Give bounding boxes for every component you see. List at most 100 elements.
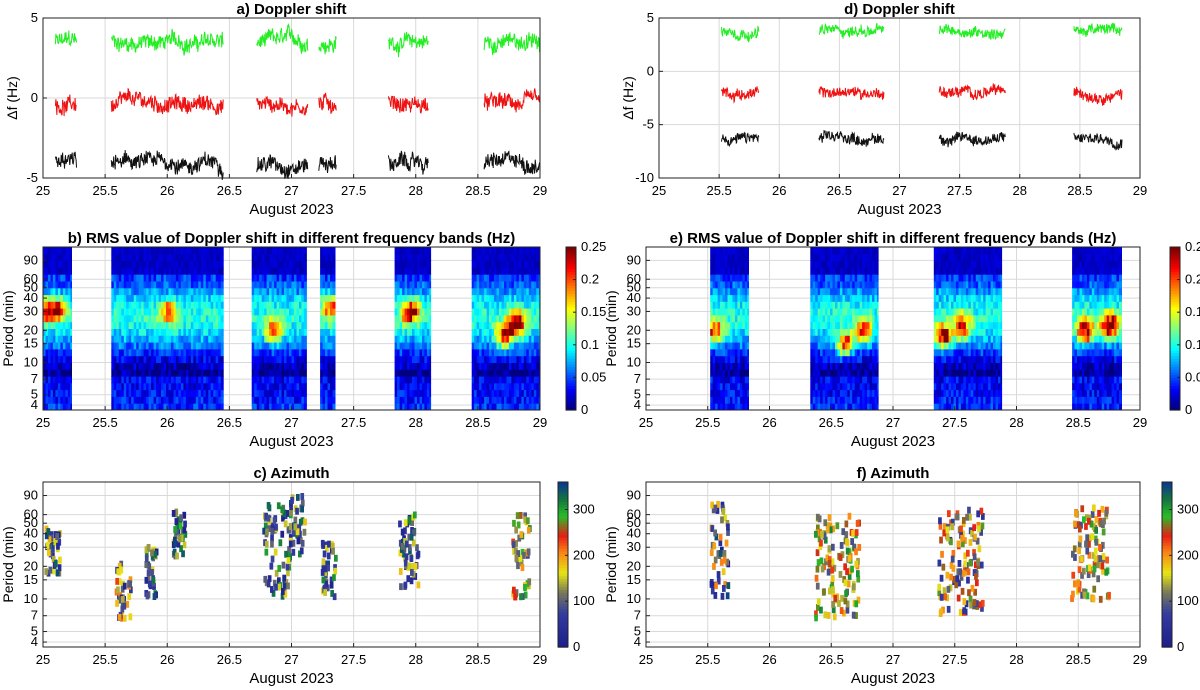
heatmap-cell: [52, 267, 56, 275]
heatmap-cell: [128, 267, 132, 275]
heatmap-cell: [849, 294, 853, 302]
heatmap-cell: [183, 253, 187, 262]
heatmap-cell: [43, 396, 46, 404]
heatmap-cell: [426, 308, 430, 316]
heatmap-cell: [131, 301, 135, 309]
heatmap-cell: [281, 281, 285, 289]
heatmap-cell: [143, 260, 147, 268]
heatmap-cell: [397, 301, 401, 309]
heatmap-cell: [528, 369, 532, 377]
heatmap-cell: [536, 301, 540, 309]
heatmap-cell: [185, 287, 189, 296]
heatmap-cell: [481, 348, 485, 357]
heatmap-cell: [424, 369, 428, 377]
heatmap-cell: [938, 294, 942, 302]
heatmap-cell: [409, 382, 413, 391]
heatmap-cell: [720, 253, 724, 262]
heatmap-cell: [251, 274, 255, 282]
heatmap-cell: [205, 247, 209, 255]
heatmap-cell: [294, 308, 297, 316]
heatmap-cell: [941, 396, 945, 404]
heatmap-cell: [426, 396, 430, 404]
heatmap-cell: [210, 314, 214, 323]
heatmap-cell: [479, 382, 483, 391]
heatmap-cell: [859, 294, 863, 302]
series-green-line: [818, 22, 885, 39]
heatmap-cell: [963, 396, 967, 404]
heatmap-cell: [289, 274, 292, 282]
heatmap-cell: [407, 281, 411, 289]
heatmap-cell: [513, 396, 517, 404]
heatmap-cell: [195, 301, 199, 309]
heatmap-cell: [62, 355, 66, 363]
heatmap-cell: [956, 403, 959, 411]
heatmap-cell: [867, 382, 871, 391]
heatmap-cell: [876, 376, 879, 384]
heatmap-cell: [320, 294, 324, 302]
heatmap-cell: [862, 253, 866, 262]
heatmap-cell: [494, 301, 497, 309]
heatmap-cell: [60, 328, 64, 336]
heatmap-cell: [936, 267, 940, 275]
heatmap-cell: [815, 321, 819, 329]
heatmap-cell: [531, 396, 535, 404]
heatmap-cell: [496, 308, 500, 316]
heatmap-cell: [178, 281, 182, 289]
heatmap-cell: [504, 376, 507, 384]
heatmap-cell: [299, 308, 302, 316]
heatmap-cell: [67, 247, 71, 255]
heatmap-cell: [872, 355, 875, 363]
heatmap-cell: [320, 267, 324, 275]
heatmap-cell: [322, 376, 326, 384]
heatmap-cell: [188, 342, 192, 350]
heatmap-cell: [153, 247, 157, 255]
heatmap-cell: [397, 267, 401, 275]
heatmap-cell: [43, 301, 46, 309]
heatmap-cell: [484, 247, 488, 255]
heatmap-cell: [867, 314, 871, 323]
heatmap-cell: [166, 348, 169, 357]
heatmap-cell: [812, 267, 816, 275]
heatmap-cell: [827, 328, 831, 336]
heatmap-cell: [407, 355, 411, 363]
heatmap-cell: [956, 342, 959, 350]
heatmap-cell: [251, 308, 255, 316]
heatmap-cell: [484, 274, 488, 282]
heatmap-cell: [200, 348, 204, 357]
heatmap-cell: [198, 328, 202, 336]
heatmap-cell: [747, 267, 749, 275]
heatmap-cell: [867, 267, 871, 275]
heatmap-cell: [276, 314, 280, 323]
heatmap-cell: [203, 362, 207, 370]
heatmap-cell: [291, 342, 295, 350]
heatmap-cell: [815, 348, 819, 357]
heatmap-cell: [131, 355, 135, 363]
heatmap-cell: [407, 314, 411, 323]
heatmap-cell: [151, 287, 155, 296]
heatmap-cell: [146, 274, 150, 282]
heatmap-cell: [67, 382, 71, 391]
heatmap-cell: [835, 382, 838, 391]
heatmap-cell: [198, 342, 202, 350]
heatmap-cell: [48, 260, 51, 268]
heatmap-cell: [210, 267, 214, 275]
heatmap-cell: [195, 348, 199, 357]
heatmap-cell: [256, 301, 260, 309]
heatmap-cell: [190, 335, 194, 343]
heatmap-cell: [399, 355, 403, 363]
heatmap-cell: [429, 362, 432, 370]
heatmap-cell: [980, 267, 984, 275]
heatmap-cell: [501, 403, 505, 411]
heatmap-cell: [732, 376, 736, 384]
heatmap-cell: [220, 403, 224, 411]
heatmap-cell: [426, 260, 430, 268]
heatmap-cell: [521, 342, 525, 350]
heatmap-cell: [849, 247, 853, 255]
heatmap-cell: [980, 389, 984, 397]
heatmap-cell: [486, 274, 490, 282]
heatmap-cell: [990, 362, 994, 370]
heatmap-cell: [872, 369, 875, 377]
heatmap-cell: [956, 389, 959, 397]
heatmap-cell: [404, 274, 408, 282]
heatmap-cell: [166, 362, 169, 370]
